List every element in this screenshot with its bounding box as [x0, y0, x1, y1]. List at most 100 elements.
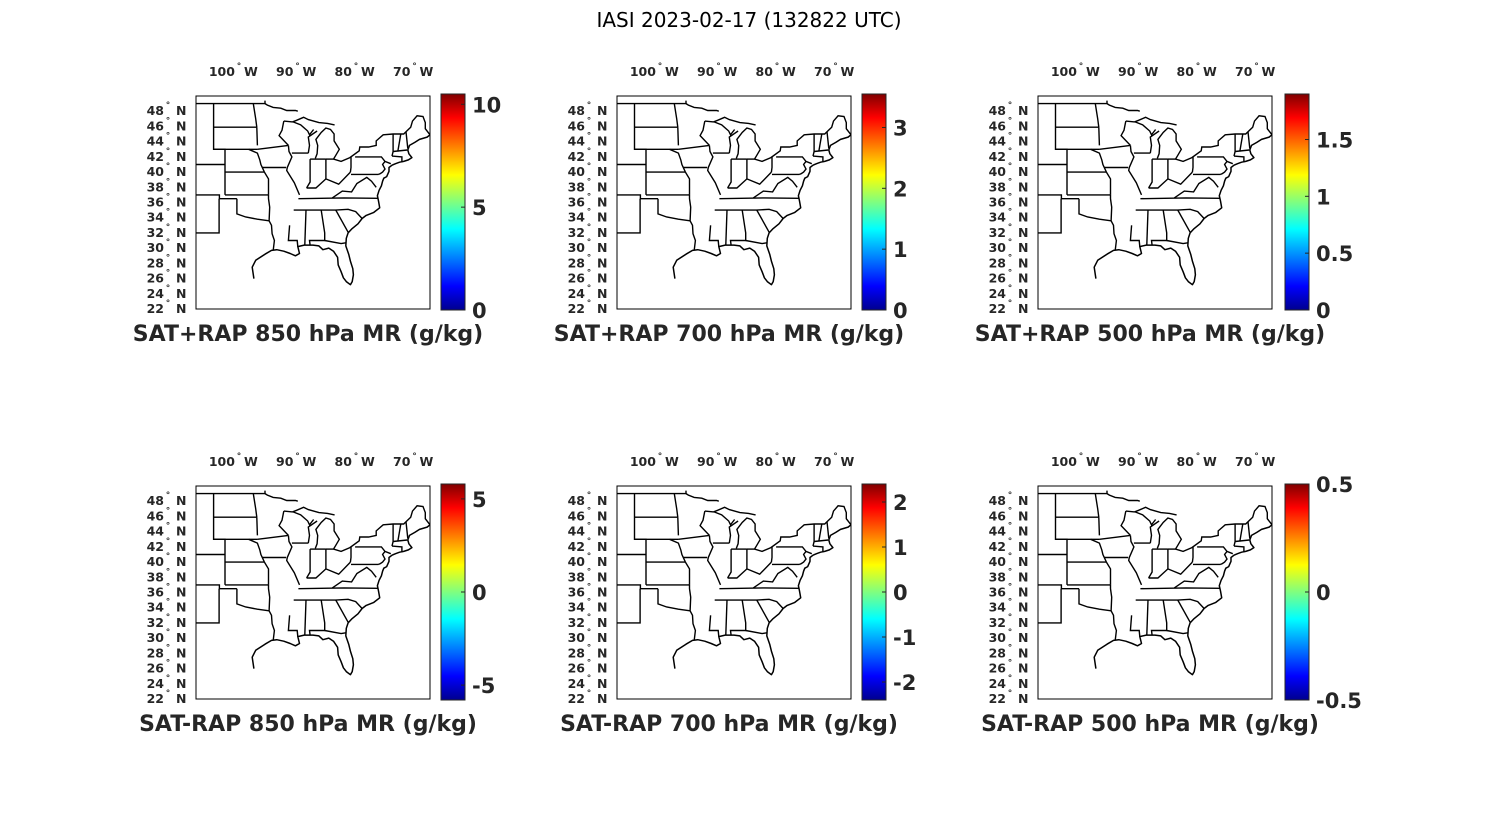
- state-boundary: [713, 121, 736, 137]
- degree-symbol: °: [1008, 598, 1013, 608]
- state-boundary: [1247, 521, 1251, 539]
- state-boundary: [1105, 171, 1112, 195]
- lat-tick-label: 30: [989, 630, 1007, 645]
- lat-tick-label: 36: [147, 585, 165, 600]
- state-boundary: [335, 599, 349, 623]
- colorbar-tick-label: 0: [1316, 581, 1331, 605]
- state-boundary: [754, 115, 851, 163]
- degree-symbol: °: [166, 299, 171, 309]
- map-features: [1038, 490, 1272, 676]
- state-boundary: [267, 584, 271, 611]
- lat-hemisphere: N: [176, 286, 186, 301]
- state-boundary: [684, 561, 691, 585]
- state-boundary: [708, 225, 720, 247]
- degree-symbol: °: [833, 452, 838, 462]
- state-boundary: [706, 535, 722, 586]
- lat-tick-label: 48: [147, 493, 164, 508]
- lat-tick-label: 24: [147, 676, 165, 691]
- lon-hemisphere: W: [1086, 454, 1100, 469]
- state-boundary: [1173, 176, 1219, 199]
- degree-symbol: °: [166, 613, 171, 623]
- state-boundary: [1129, 615, 1141, 637]
- colorbar-tick-label: 1: [893, 238, 908, 262]
- lat-hemisphere: N: [1018, 195, 1028, 210]
- lon-tick-label: 90: [697, 454, 715, 469]
- degree-symbol: °: [587, 506, 592, 516]
- degree-symbol: °: [587, 643, 592, 653]
- state-boundary: [1191, 546, 1194, 563]
- degree-symbol: °: [166, 674, 171, 684]
- lon-tick-label: 80: [1177, 454, 1195, 469]
- lat-tick-label: 34: [989, 210, 1007, 225]
- lat-tick-label: 28: [989, 645, 1006, 660]
- lon-hemisphere: W: [723, 454, 737, 469]
- state-boundary: [1038, 588, 1062, 624]
- state-boundary: [1099, 144, 1131, 150]
- lon-tick-label: 70: [814, 454, 832, 469]
- state-boundary: [285, 145, 301, 196]
- lat-hemisphere: N: [597, 493, 607, 508]
- state-boundary: [1134, 511, 1157, 527]
- lat-hemisphere: N: [1018, 103, 1028, 118]
- degree-symbol: °: [1008, 238, 1013, 248]
- colorbar: [861, 93, 887, 311]
- state-boundary: [331, 176, 377, 199]
- state-boundary: [248, 148, 266, 173]
- lat-tick-label: 24: [147, 286, 165, 301]
- lat-tick-label: 34: [147, 210, 165, 225]
- colorbar-tick-label: 5: [472, 196, 487, 220]
- map-features: [617, 490, 851, 676]
- state-boundary: [1166, 629, 1188, 635]
- lat-tick-label: 34: [568, 600, 586, 615]
- degree-symbol: °: [1008, 491, 1013, 501]
- degree-symbol: °: [166, 208, 171, 218]
- degree-symbol: °: [587, 491, 592, 501]
- degree-symbol: °: [166, 193, 171, 203]
- state-boundary: [293, 598, 363, 609]
- lon-tick-label: 70: [393, 454, 411, 469]
- lat-hemisphere: N: [597, 286, 607, 301]
- degree-symbol: °: [587, 238, 592, 248]
- degree-symbol: °: [166, 101, 171, 111]
- map-frame: [616, 95, 852, 310]
- lat-hemisphere: N: [1018, 630, 1028, 645]
- state-boundary: [708, 615, 720, 637]
- state-boundary: [1233, 545, 1245, 553]
- lat-tick-label: 40: [568, 164, 586, 179]
- lon-hemisphere: W: [1144, 454, 1158, 469]
- lon-tick-label: 80: [756, 64, 774, 79]
- degree-symbol: °: [166, 269, 171, 279]
- state-boundary: [287, 225, 299, 247]
- degree-symbol: °: [587, 147, 592, 157]
- lat-hemisphere: N: [1018, 645, 1028, 660]
- state-boundary: [304, 210, 307, 246]
- panel-title: SAT-RAP 850 hPa MR (g/kg): [139, 712, 477, 737]
- panel-title: SAT+RAP 700 hPa MR (g/kg): [554, 322, 904, 347]
- lon-hemisphere: W: [244, 64, 258, 79]
- degree-symbol: °: [166, 659, 171, 669]
- degree-symbol: °: [166, 162, 171, 172]
- map-panel: 100 ° W 90 ° W 80 ° W 70 ° W48 ° N46 ° N44 ° N42 ° N40 ° N38 °…: [554, 62, 908, 347]
- coastline: [1093, 134, 1272, 286]
- state-boundary: [1038, 100, 1108, 105]
- map-panel: 100 ° W 90 ° W 80 ° W 70 ° W48 ° N46 ° N44 ° N42 ° N40 ° N38 °…: [133, 62, 501, 347]
- degree-symbol: °: [1137, 452, 1142, 462]
- state-boundary: [1125, 506, 1177, 516]
- state-boundary: [293, 208, 363, 219]
- degree-symbol: °: [587, 583, 592, 593]
- lat-hemisphere: N: [597, 164, 607, 179]
- degree-symbol: °: [295, 452, 300, 462]
- state-boundary: [1235, 539, 1250, 543]
- lon-tick-label: 100: [209, 454, 235, 469]
- lon-hemisphere: W: [1261, 454, 1275, 469]
- lat-hemisphere: N: [1018, 286, 1028, 301]
- lon-hemisphere: W: [419, 454, 433, 469]
- state-boundary: [669, 148, 687, 173]
- degree-symbol: °: [587, 177, 592, 187]
- lat-hemisphere: N: [597, 103, 607, 118]
- lat-hemisphere: N: [176, 118, 186, 133]
- state-boundary: [285, 535, 301, 586]
- state-boundary: [1197, 156, 1234, 165]
- lat-tick-label: 46: [989, 508, 1007, 523]
